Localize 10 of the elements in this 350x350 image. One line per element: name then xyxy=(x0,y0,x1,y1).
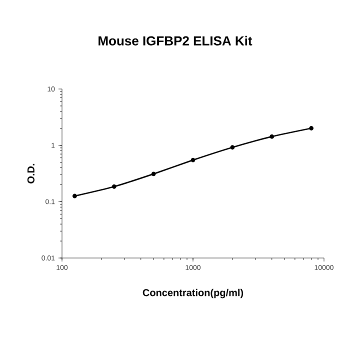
point xyxy=(72,194,77,198)
chart-title: Mouse IGFBP2 ELISA Kit xyxy=(98,36,252,46)
point xyxy=(112,184,116,189)
point xyxy=(230,145,235,150)
point xyxy=(270,134,274,139)
point xyxy=(151,172,156,176)
x-axis-title: Concentration(pg/ml) xyxy=(142,288,244,298)
y-axis-title: O.D. xyxy=(27,164,34,184)
point xyxy=(190,158,196,162)
point xyxy=(309,126,314,130)
